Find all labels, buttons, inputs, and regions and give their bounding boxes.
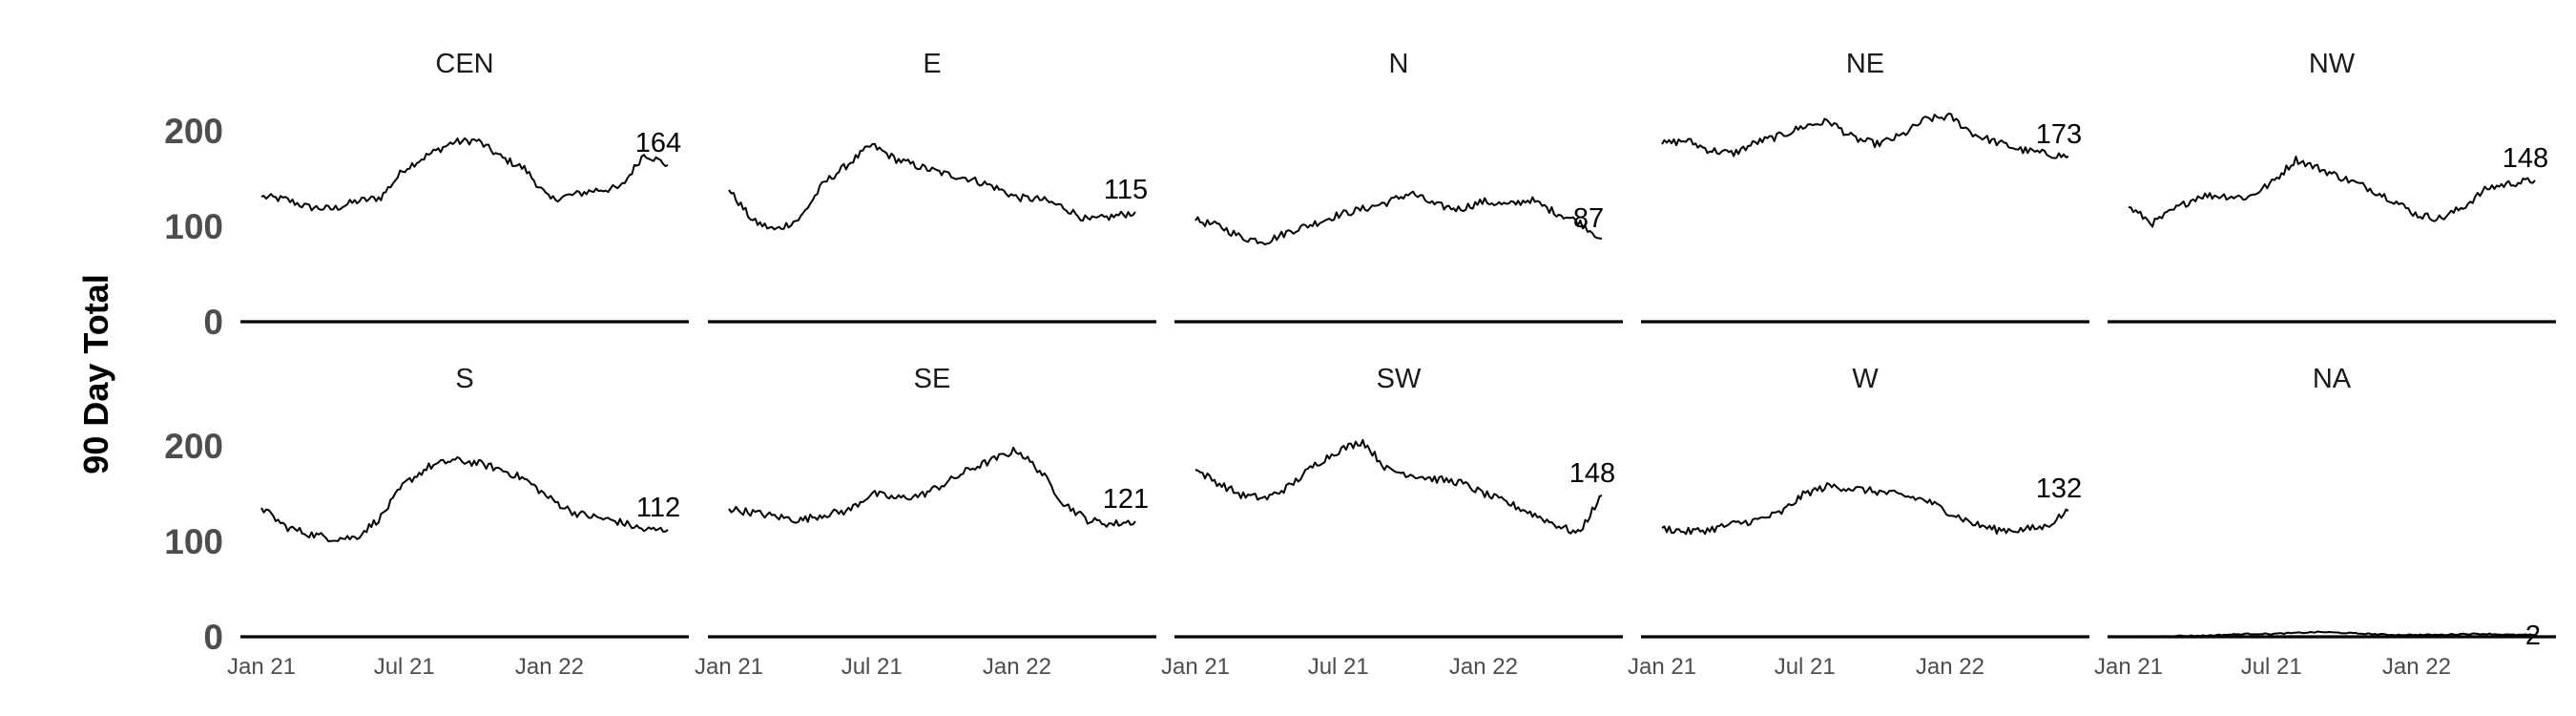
y-tick-label: 100 [164,207,223,246]
x-tick-label: Jul 21 [374,654,435,680]
y-tick-label: 100 [164,522,223,561]
end-value-label: 87 [1573,203,1604,234]
end-value-label: 148 [1569,458,1615,489]
series-line [1661,112,2069,159]
end-value-label: 112 [636,493,680,523]
series-line [2128,156,2536,228]
facet-title: SE [914,364,951,394]
y-tick-label: 200 [164,427,223,466]
series-line [260,137,669,212]
x-tick-label: Jan 21 [1161,654,1230,680]
facet-panels: CEN 0 100 200 164 E 115 N 87 NE 173 NW 148 S 0 100 200 11… [164,49,2556,680]
x-tick-label: Jan 21 [2094,654,2163,680]
end-value-label: 173 [2036,119,2082,150]
facet-title: W [1852,364,1879,394]
series-line [1661,482,2069,536]
y-tick-label: 0 [203,618,223,657]
x-tick-label: Jul 21 [841,654,903,680]
end-value-label: 115 [1104,175,1148,205]
x-tick-label: Jan 22 [515,654,584,680]
y-tick-label: 0 [203,303,223,342]
x-tick-label: Jan 21 [695,654,763,680]
facet-title: NA [2313,364,2352,394]
facet-panel-s: S 0 100 200 112 Jan 21 Jul 21 Jan 22 [164,364,689,680]
x-tick-label: Jan 22 [2382,654,2451,680]
x-tick-label: Jan 21 [227,654,296,680]
facet-panel-e: E 115 [708,49,1156,324]
series-line [1195,438,1603,535]
facet-panel-w: W 132 Jan 21 Jul 21 Jan 22 [1628,364,2089,680]
facet-title: NW [2309,49,2356,79]
series-line [728,142,1136,231]
end-value-label: 164 [635,128,681,158]
facet-title: NE [1846,49,1884,79]
facet-panel-cen: CEN 0 100 200 164 [164,49,689,342]
end-value-label: 121 [1103,484,1149,515]
series-line [260,455,669,542]
y-tick-label: 200 [164,112,223,151]
facet-panel-sw: SW 148 Jan 21 Jul 21 Jan 22 [1161,364,1623,680]
facet-title: SW [1377,364,1422,394]
end-value-label: 132 [2036,474,2082,504]
series-line [2129,630,2536,638]
end-value-label: 148 [2503,143,2548,174]
series-line [728,446,1136,528]
facet-panel-na: NA 2 Jan 21 Jul 21 Jan 22 [2094,364,2556,680]
x-tick-label: Jul 21 [1775,654,1836,680]
x-tick-label: Jul 21 [1308,654,1369,680]
facet-panel-n: N 87 [1174,49,1623,324]
y-axis-title: 90 Day Total [76,274,115,474]
x-tick-label: Jan 22 [983,654,1051,680]
facet-panel-ne: NE 173 [1641,49,2089,324]
facet-title: S [455,364,473,394]
x-tick-label: Jul 21 [2241,654,2302,680]
facet-panel-nw: NW 148 [2108,49,2556,324]
x-tick-label: Jan 22 [1449,654,1518,680]
x-tick-label: Jan 21 [1628,654,1696,680]
facet-title: N [1389,49,1409,79]
facet-panel-se: SE 121 Jan 21 Jul 21 Jan 22 [695,364,1156,680]
facet-title: CEN [435,49,493,79]
series-line [1195,190,1603,245]
end-value-label: 2 [2525,621,2541,651]
x-tick-label: Jan 22 [1916,654,1984,680]
facet-title: E [923,49,941,79]
